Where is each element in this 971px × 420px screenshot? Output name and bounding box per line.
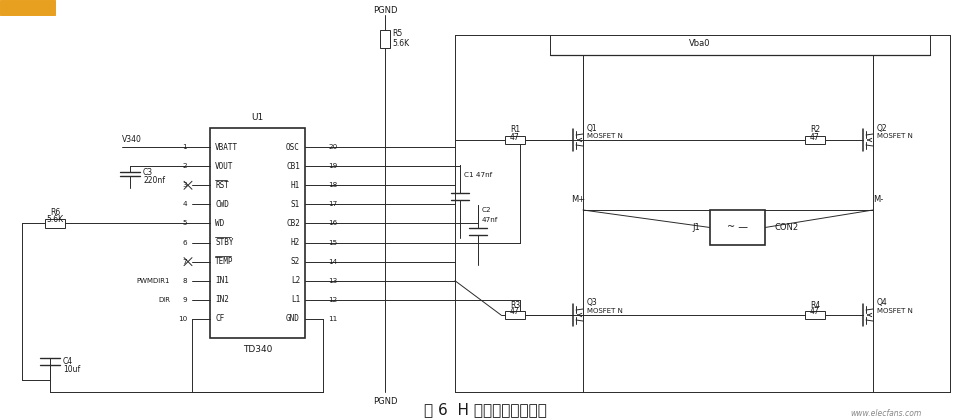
Text: DIR: DIR: [158, 297, 170, 303]
Text: L1: L1: [290, 295, 300, 304]
Text: C1 47nf: C1 47nf: [464, 172, 492, 178]
Text: IN1: IN1: [215, 276, 229, 285]
Text: IN2: IN2: [215, 295, 229, 304]
Text: 47: 47: [510, 307, 519, 317]
Text: MOSFET N: MOSFET N: [877, 308, 913, 314]
Text: 14: 14: [328, 259, 337, 265]
Text: MOSFET N: MOSFET N: [587, 133, 622, 139]
Text: J1: J1: [692, 223, 700, 232]
Bar: [210, 128, 305, 338]
Text: MOSFET N: MOSFET N: [877, 133, 913, 139]
Text: 4: 4: [183, 201, 187, 207]
Text: 20: 20: [328, 144, 337, 150]
Text: WD: WD: [215, 219, 224, 228]
Text: C2: C2: [482, 207, 491, 213]
Text: 47nf: 47nf: [482, 217, 498, 223]
Text: 9: 9: [183, 297, 187, 303]
Text: R4: R4: [810, 300, 820, 310]
Text: 1: 1: [183, 144, 187, 150]
Text: 3: 3: [183, 182, 187, 188]
Text: H1: H1: [290, 181, 300, 190]
Text: 10uf: 10uf: [63, 365, 81, 373]
Text: U1: U1: [251, 113, 263, 123]
Text: PGND: PGND: [373, 397, 397, 407]
Text: V340: V340: [122, 134, 142, 144]
Text: CON2: CON2: [775, 223, 799, 232]
Text: RST: RST: [215, 181, 229, 190]
Text: R1: R1: [510, 126, 520, 134]
Text: 15: 15: [328, 239, 337, 246]
Text: 16: 16: [328, 220, 337, 226]
Text: 18: 18: [328, 182, 337, 188]
Bar: [805, 311, 825, 319]
Text: 47: 47: [510, 132, 519, 142]
Text: 12: 12: [328, 297, 337, 303]
Text: CWD: CWD: [215, 200, 229, 209]
Text: 5: 5: [183, 220, 187, 226]
Text: R3: R3: [510, 300, 520, 310]
Text: S1: S1: [290, 200, 300, 209]
Text: M+: M+: [571, 195, 586, 205]
Text: L2: L2: [290, 276, 300, 285]
Text: VOUT: VOUT: [215, 162, 233, 171]
Text: 图 6  H 桥电机驱动电路图: 图 6 H 桥电机驱动电路图: [424, 402, 547, 417]
Text: 19: 19: [328, 163, 337, 169]
Text: VBATT: VBATT: [215, 143, 238, 152]
Bar: [805, 136, 825, 144]
Bar: [710, 210, 765, 245]
Text: H2: H2: [290, 238, 300, 247]
Text: Q2: Q2: [877, 123, 887, 132]
Text: 47: 47: [810, 132, 820, 142]
Bar: [505, 136, 525, 144]
Text: Q4: Q4: [877, 299, 887, 307]
Text: R5: R5: [392, 29, 402, 37]
Bar: [45, 219, 65, 228]
Text: TD340: TD340: [243, 346, 272, 354]
Text: S2: S2: [290, 257, 300, 266]
Text: Q3: Q3: [587, 299, 598, 307]
Text: M-: M-: [873, 195, 884, 205]
Text: www.elecfans.com: www.elecfans.com: [850, 410, 921, 418]
Bar: [0, 0, 55, 15]
Text: PWMDIR1: PWMDIR1: [137, 278, 170, 284]
Text: 5.6K: 5.6K: [47, 215, 63, 224]
Text: 8: 8: [183, 278, 187, 284]
Text: Q1: Q1: [587, 123, 597, 132]
Bar: [380, 30, 390, 48]
Text: CB1: CB1: [286, 162, 300, 171]
Text: MOSFET N: MOSFET N: [587, 308, 622, 314]
Text: 7: 7: [183, 259, 187, 265]
Text: R2: R2: [810, 126, 820, 134]
Text: 11: 11: [328, 316, 337, 322]
Text: STBY: STBY: [215, 238, 233, 247]
Text: PGND: PGND: [373, 5, 397, 15]
Text: GND: GND: [286, 315, 300, 323]
Text: 13: 13: [328, 278, 337, 284]
Bar: [505, 311, 525, 319]
Text: Vba0: Vba0: [689, 39, 711, 47]
Text: R6: R6: [50, 208, 60, 217]
Text: CF: CF: [215, 315, 224, 323]
Text: OSC: OSC: [286, 143, 300, 152]
Text: 47: 47: [810, 307, 820, 317]
Text: C3: C3: [143, 168, 153, 177]
Text: TEMP: TEMP: [215, 257, 233, 266]
Text: C4: C4: [63, 357, 73, 365]
Text: ~ —: ~ —: [727, 223, 748, 233]
Text: 5.6K: 5.6K: [392, 39, 409, 47]
Text: CB2: CB2: [286, 219, 300, 228]
Text: 10: 10: [178, 316, 187, 322]
Text: 6: 6: [183, 239, 187, 246]
Text: 17: 17: [328, 201, 337, 207]
Text: 2: 2: [183, 163, 187, 169]
Text: 220nf: 220nf: [143, 176, 165, 185]
